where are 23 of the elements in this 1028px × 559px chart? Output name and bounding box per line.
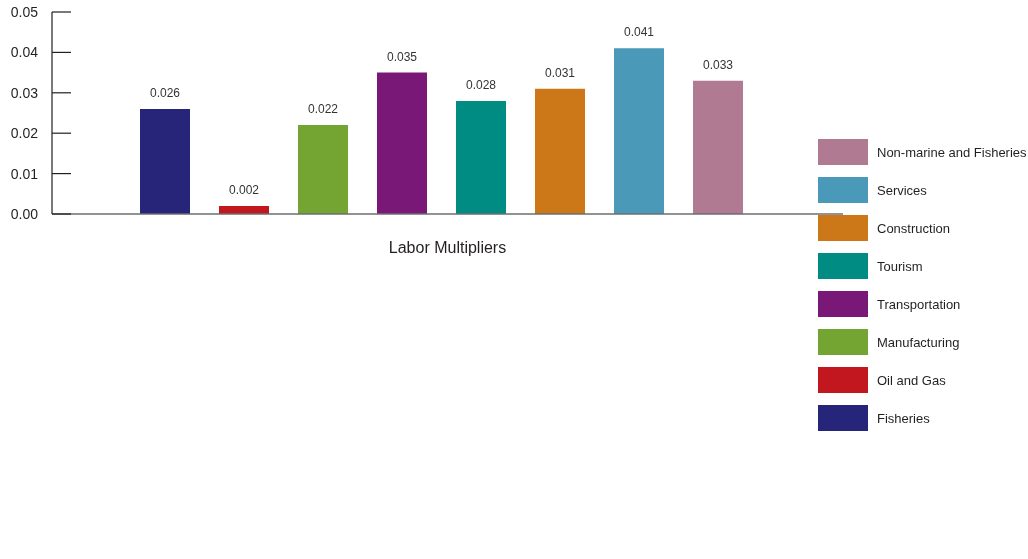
data-label: 0.028 [465,77,497,92]
legend-label: Services [877,182,927,198]
legend-label: Construction [877,220,950,236]
y-tick-label: 0.02 [10,125,39,142]
legend-label: Transportation [877,296,961,312]
data-label: 0.035 [386,49,418,64]
data-label: 0.022 [307,102,339,117]
y-tick-label: 0.00 [10,205,39,222]
data-label: 0.033 [702,57,734,72]
data-label: 0.026 [149,85,181,100]
x-axis-title: Labor Multipliers [388,239,507,256]
y-tick-label: 0.01 [10,165,39,182]
legend-label: Fisheries [877,410,930,426]
data-label: 0.002 [228,182,260,197]
legend-label: Non-marine and Fisheries [877,144,1027,160]
y-tick-label: 0.03 [10,84,39,101]
legend-label: Tourism [877,258,923,274]
y-tick-label: 0.04 [10,44,39,61]
legend-label: Manufacturing [877,334,960,350]
data-label: 0.031 [544,65,576,80]
data-label: 0.041 [623,25,655,40]
legend-label: Oil and Gas [877,372,946,388]
y-tick-label: 0.05 [10,3,39,20]
